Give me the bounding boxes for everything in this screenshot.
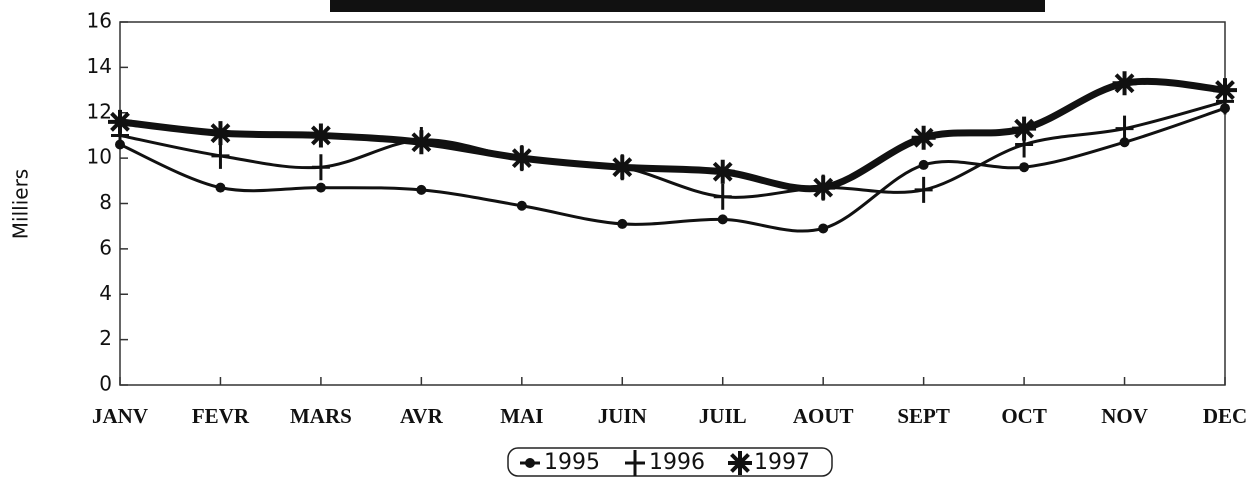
y-tick-label: 0 bbox=[99, 372, 112, 396]
x-tick-label: MARS bbox=[290, 404, 352, 428]
series-line bbox=[119, 106, 1226, 233]
point bbox=[108, 109, 132, 134]
series-line bbox=[119, 77, 1226, 193]
legend-label: 1995 bbox=[544, 450, 600, 475]
point bbox=[215, 182, 226, 193]
point bbox=[509, 146, 534, 171]
point bbox=[811, 175, 836, 200]
plot-frame bbox=[119, 21, 1226, 386]
title-bar bbox=[330, 0, 1045, 12]
x-tick-label: DEC bbox=[1203, 404, 1247, 428]
x-tick-label: SEPT bbox=[897, 404, 950, 428]
point bbox=[713, 183, 732, 210]
series-line bbox=[119, 99, 1226, 199]
y-tick-label: 6 bbox=[99, 235, 112, 259]
point bbox=[610, 155, 635, 180]
point bbox=[911, 125, 936, 150]
y-axis-label: Milliers bbox=[9, 169, 33, 239]
point bbox=[311, 154, 330, 181]
point bbox=[1019, 162, 1030, 173]
y-tick-label: 10 bbox=[87, 145, 112, 169]
x-tick-label: AOUT bbox=[793, 404, 854, 428]
point bbox=[818, 223, 829, 234]
point bbox=[525, 458, 535, 468]
point bbox=[416, 184, 427, 195]
point bbox=[409, 130, 434, 155]
x-tick-label: AVR bbox=[400, 404, 444, 428]
point bbox=[710, 159, 735, 184]
point bbox=[914, 176, 933, 203]
point bbox=[1112, 71, 1137, 96]
point bbox=[208, 121, 233, 146]
point bbox=[717, 214, 728, 225]
point bbox=[308, 123, 333, 148]
x-tick-label: FEVR bbox=[192, 404, 250, 428]
point bbox=[617, 218, 628, 229]
y-tick-label: 12 bbox=[87, 99, 112, 123]
legend-label: 1997 bbox=[754, 450, 810, 475]
point bbox=[516, 200, 527, 211]
point bbox=[1119, 137, 1130, 148]
x-tick-label: JUIL bbox=[699, 404, 747, 428]
point bbox=[1012, 116, 1037, 141]
legend-label: 1996 bbox=[649, 450, 705, 475]
y-tick-label: 4 bbox=[99, 281, 112, 305]
x-tick-label: MAI bbox=[500, 404, 543, 428]
point bbox=[1115, 115, 1134, 142]
point bbox=[211, 142, 230, 169]
x-tick-label: JUIN bbox=[598, 404, 647, 428]
y-tick-label: 8 bbox=[99, 190, 112, 214]
point bbox=[728, 451, 752, 475]
x-tick-label: JANV bbox=[92, 404, 148, 428]
point bbox=[315, 182, 326, 193]
legend-box bbox=[507, 447, 833, 477]
point bbox=[1213, 78, 1237, 103]
y-tick-label: 16 bbox=[87, 9, 112, 33]
point bbox=[626, 450, 644, 476]
x-tick-label: NOV bbox=[1101, 404, 1148, 428]
x-tick-label: OCT bbox=[1001, 404, 1047, 428]
y-tick-label: 14 bbox=[87, 54, 112, 78]
point bbox=[918, 159, 929, 170]
y-tick-label: 2 bbox=[99, 326, 112, 350]
